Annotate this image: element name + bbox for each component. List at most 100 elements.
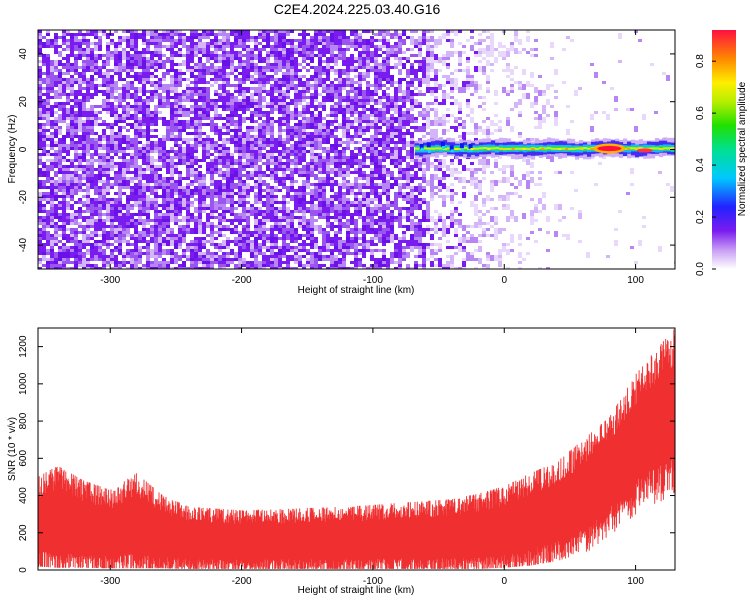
spectrogram-cell [66, 261, 70, 264]
spectrogram-cell [70, 135, 74, 138]
spectrogram-cell [330, 183, 334, 189]
spectrogram-cell [374, 162, 378, 168]
spectrogram-cell [230, 213, 234, 216]
spectrogram-cell [298, 48, 302, 51]
spectrogram-cell [130, 243, 134, 246]
spectrogram-cell [322, 60, 326, 63]
spectrogram-cell [206, 36, 210, 39]
spectrogram-cell [198, 243, 202, 249]
spectrogram-cell [370, 96, 374, 99]
spectrogram-cell [154, 222, 158, 225]
spectrogram-cell [106, 174, 110, 177]
spectrogram-cell [150, 177, 154, 180]
spectrogram-cell [78, 168, 82, 171]
spectrogram-cell [126, 90, 130, 93]
spectrogram-cell [214, 42, 218, 45]
spectrogram-cell [146, 108, 150, 114]
spectrogram-cell [358, 33, 362, 36]
spectrogram-cell [274, 96, 278, 99]
spectrogram-cell [162, 138, 166, 141]
spectrogram-cell [82, 126, 86, 129]
spectrogram-cell [154, 219, 158, 222]
spectrogram-cell [154, 183, 158, 186]
spectrogram-cell [162, 192, 166, 198]
spectrogram-cell [198, 261, 202, 264]
spectrogram-cell [234, 177, 238, 180]
spectrogram-cell [174, 207, 178, 210]
spectrogram-cell [334, 162, 338, 168]
spectrogram-cell [182, 60, 186, 66]
spectrogram-cell [138, 132, 142, 135]
spectrogram-cell [262, 195, 266, 198]
spectrogram-cell [98, 252, 102, 255]
spectrogram-cell [314, 264, 318, 269]
spectrogram-cell [134, 54, 138, 57]
spectrogram-cell [86, 204, 90, 207]
spectrogram-cell [118, 102, 122, 105]
spectrogram-cell [130, 48, 134, 51]
spectrogram-cell [214, 90, 218, 93]
spectrogram-cell [38, 207, 42, 210]
spectrogram-cell [182, 93, 186, 96]
spectrogram-cell [122, 240, 126, 243]
spectrogram-cell [266, 240, 270, 243]
spectrogram-cell [282, 195, 286, 198]
spectrogram-cell [334, 42, 338, 45]
spectrogram-cell [46, 129, 50, 132]
spectrogram-cell [382, 72, 386, 78]
spectrogram-cell [378, 162, 382, 165]
spectrogram-cell [338, 84, 342, 87]
spectrogram-cell [286, 54, 290, 60]
spectrogram-cell [382, 111, 386, 114]
spectrogram-cell [254, 150, 258, 153]
spectrogram-cell [158, 264, 162, 267]
spectrogram-cell [118, 138, 122, 144]
spectrogram-cell [274, 246, 278, 249]
spectrogram-cell [134, 234, 138, 237]
spectrogram-cell [342, 132, 346, 138]
spectrogram-cell [162, 165, 166, 168]
spectrogram-cell [50, 78, 54, 84]
spectrogram-cell [222, 45, 226, 51]
spectrogram-cell [226, 90, 230, 93]
spectrogram-cell [70, 90, 74, 93]
spectrogram-cell [246, 246, 250, 252]
spectrogram-cell [78, 48, 82, 51]
spectrogram-cell [126, 153, 130, 156]
spectrogram-cell [154, 150, 158, 153]
spectrogram-cell [214, 99, 218, 102]
spectrogram-cell [282, 42, 286, 48]
spectrogram-cell [326, 45, 330, 48]
spectrogram-cell [378, 30, 382, 36]
spectrogram-cell [114, 144, 118, 150]
spectrogram-cell [258, 192, 262, 195]
spectrogram-cell [166, 93, 170, 99]
spectrogram-cell [42, 168, 46, 171]
spectrogram-cell [274, 225, 278, 228]
spectrogram-cell [342, 252, 346, 258]
spectrogram-cell [202, 63, 206, 69]
spectrogram-cell [194, 240, 198, 243]
spectrogram-cell [358, 243, 362, 246]
spectrogram-cell [154, 177, 158, 180]
spectrogram-cell [150, 66, 154, 69]
spectrogram-cell [90, 111, 94, 114]
spectrogram-cell [286, 207, 290, 213]
spectrogram-cell [230, 105, 234, 111]
spectrogram-cell [162, 39, 166, 42]
spectrogram-cell [198, 159, 202, 162]
spectrogram-cell [262, 111, 266, 114]
spectrogram-cell [182, 78, 186, 81]
spectrogram-cell [126, 81, 130, 84]
spectrogram-cell [166, 102, 170, 105]
spectrogram-cell [54, 135, 58, 138]
spectrogram-cell [146, 228, 150, 234]
spectrogram-cell [278, 156, 282, 159]
spectrogram-cell [294, 87, 298, 90]
spectrogram-cell [194, 138, 198, 141]
spectrogram-cell [242, 228, 246, 234]
spectrogram-cell [226, 57, 230, 60]
spectrogram-cell [246, 87, 250, 93]
spectrogram-cell [158, 48, 162, 51]
spectrogram-cell [326, 204, 330, 207]
